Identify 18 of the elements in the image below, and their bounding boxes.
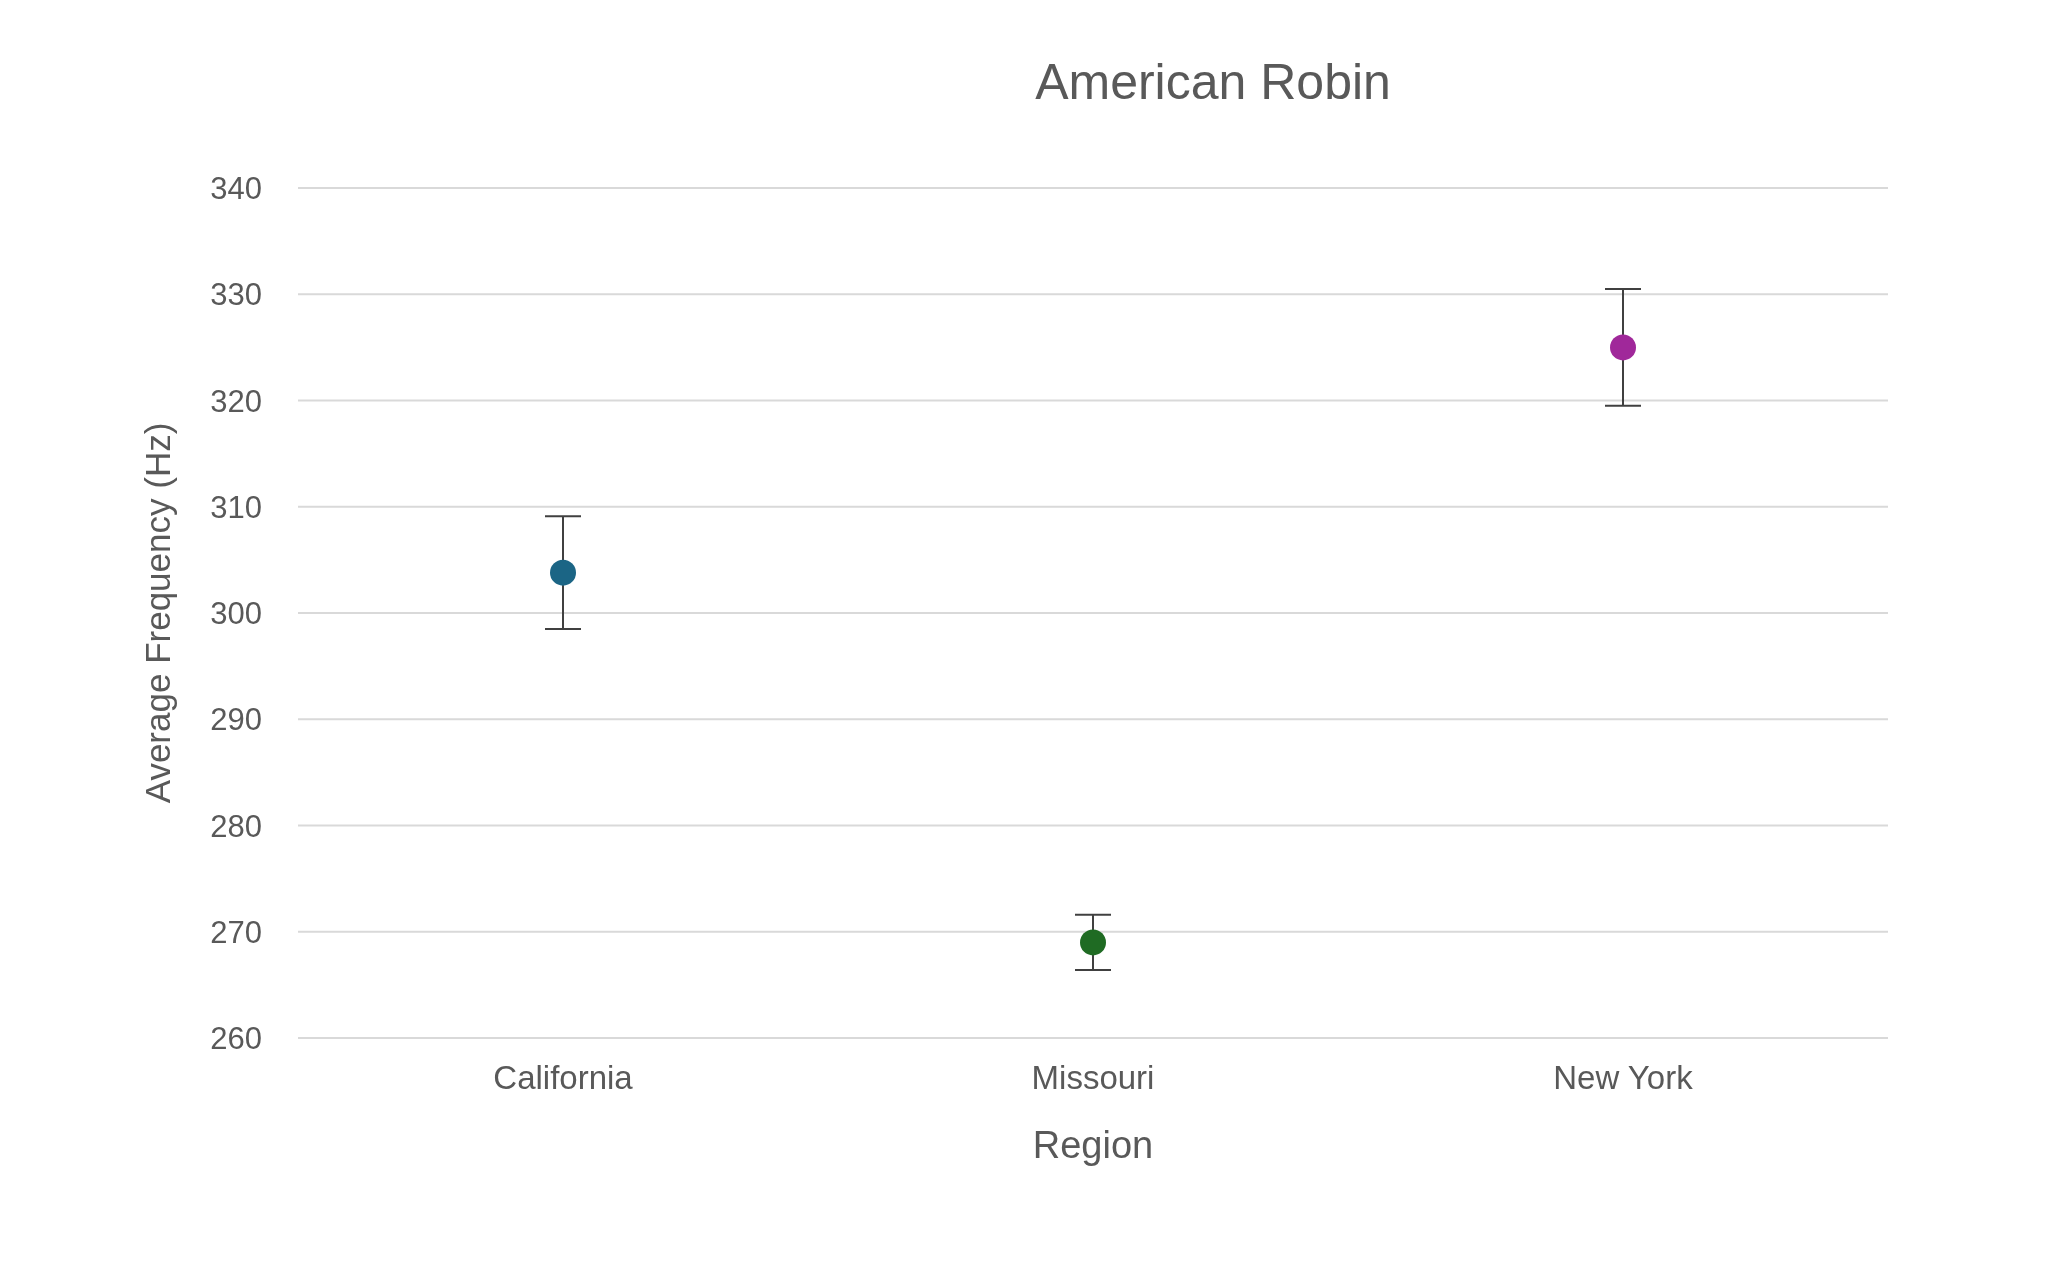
y-tick-label: 260: [210, 1021, 262, 1057]
y-axis-title: Average Frequency (Hz): [138, 422, 178, 804]
y-tick-label: 320: [210, 383, 262, 419]
x-tick-label: New York: [1553, 1059, 1694, 1097]
y-tick-label: 310: [210, 489, 262, 525]
point: [1610, 334, 1636, 361]
y-tick-label: 280: [210, 808, 262, 844]
y-tick-label: 330: [210, 277, 262, 313]
chart-title: American Robin: [1034, 53, 1392, 111]
point: [1080, 929, 1106, 956]
x-axis-title: Region: [1032, 1124, 1154, 1166]
y-tick-label: 270: [210, 914, 262, 950]
x-tick-label: Missouri: [1031, 1059, 1155, 1097]
point: [550, 559, 576, 586]
y-tick-label: 300: [210, 596, 262, 632]
y-tick-label: 340: [210, 171, 262, 207]
y-tick-label: 290: [210, 702, 262, 738]
x-tick-label: California: [493, 1059, 634, 1097]
